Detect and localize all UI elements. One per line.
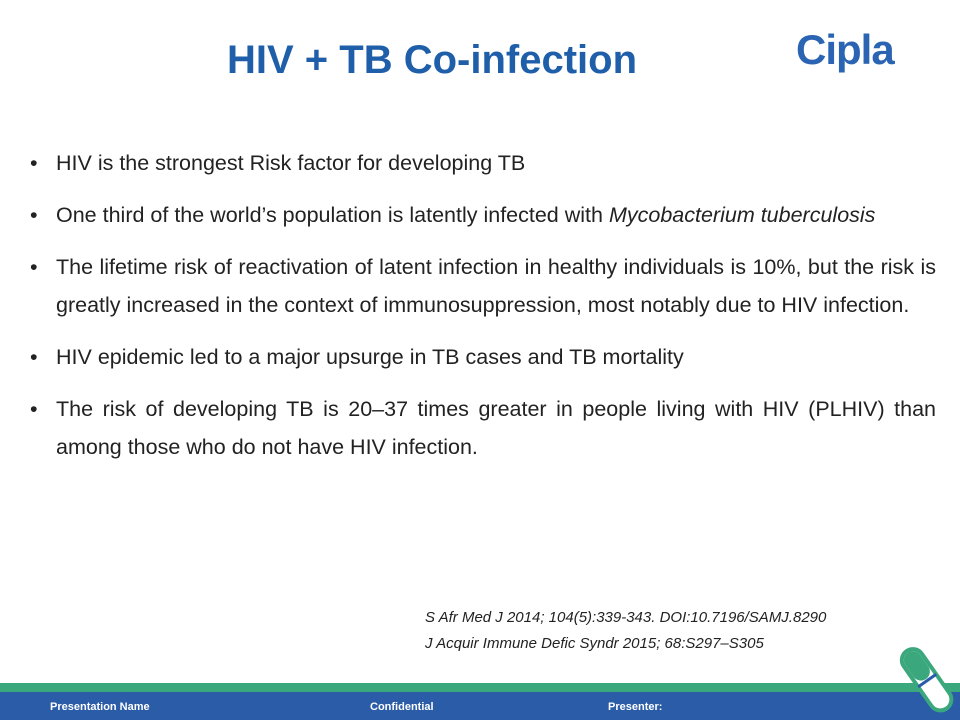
reference: J Acquir Immune Defic Syndr 2015; 68:S29… [425,635,764,652]
footer-bar [0,692,960,720]
logo: Cipla [796,26,895,73]
pill-icon [899,647,954,713]
bullet-item: One third of the world’s population is l… [28,196,936,234]
bullet-text: HIV epidemic led to a major upsurge in T… [56,345,684,369]
slide-title: HIV + TB Co-infection [227,38,637,82]
bullet-item: The lifetime risk of reactivation of lat… [28,248,936,324]
bullet-list: HIV is the strongest Risk factor for dev… [28,144,936,480]
footer-presentation-name: Presentation Name [50,701,150,713]
references: S Afr Med J 2014; 104(5):339-343. DOI:10… [425,605,826,657]
bullet-text: The risk of developing TB is 20–37 times… [56,397,936,459]
bullet-text: One third of the world’s population is l… [56,203,603,227]
bullet-text: HIV is the strongest Risk factor for dev… [56,151,526,175]
footer-confidential: Confidential [370,701,434,713]
bullet-item: The risk of developing TB is 20–37 times… [28,390,936,466]
bullet-italic-text: Mycobacterium tuberculosis [608,203,876,227]
bullet-item: HIV is the strongest Risk factor for dev… [28,144,936,182]
footer-presenter: Presenter: [608,701,663,713]
reference: S Afr Med J 2014; 104(5):339-343. DOI:10… [425,609,827,626]
bullet-item: HIV epidemic led to a major upsurge in T… [28,338,936,376]
footer-stripe [0,683,960,692]
bullet-text: The lifetime risk of reactivation of lat… [56,255,936,317]
